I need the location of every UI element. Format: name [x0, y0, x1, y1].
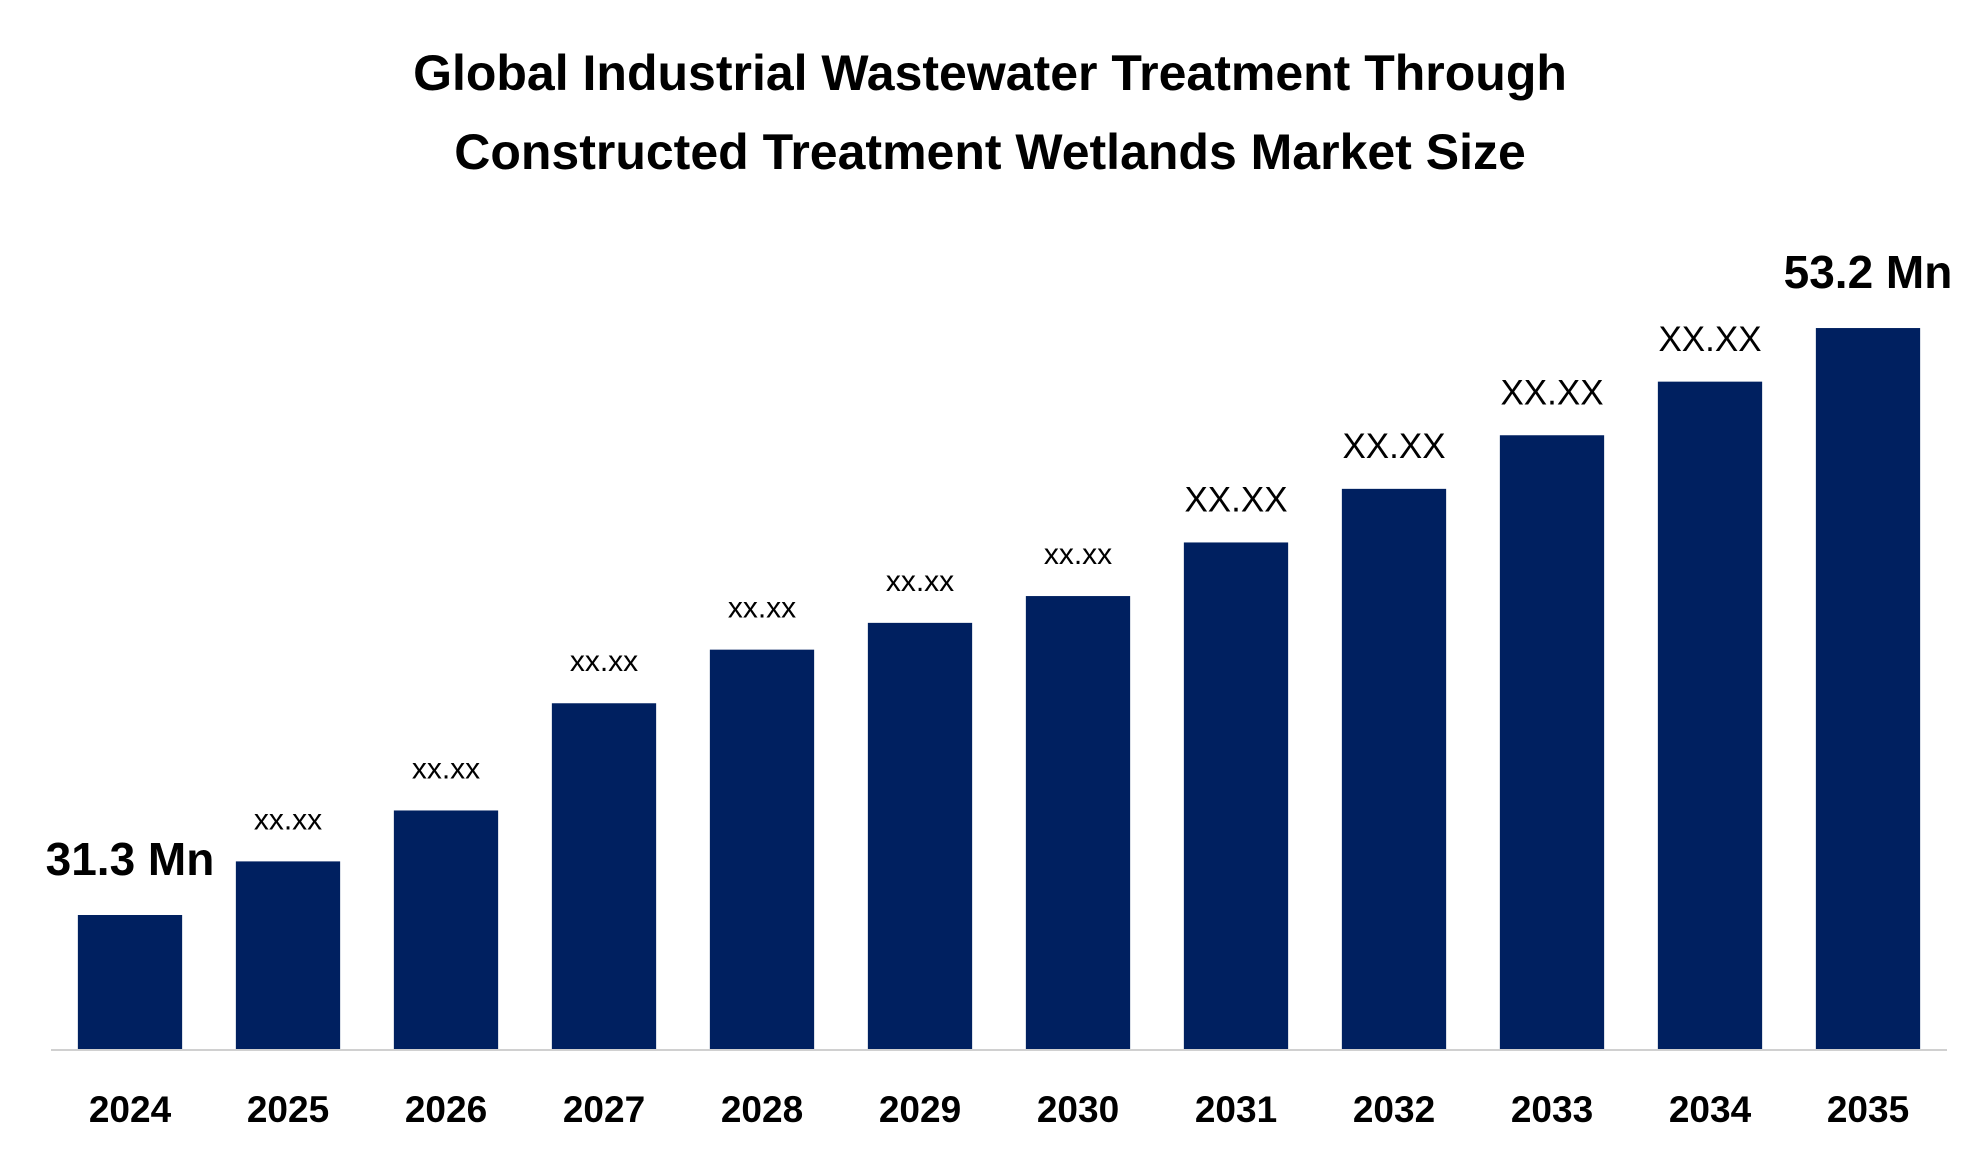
bar	[867, 622, 973, 1049]
x-tick-label: 2029	[879, 1089, 961, 1130]
bar	[393, 810, 499, 1049]
data-label: xx.xx	[886, 565, 954, 598]
data-label: XX.XX	[1658, 320, 1761, 359]
bar	[709, 649, 815, 1049]
bar	[551, 703, 657, 1049]
data-label: 31.3 Mn	[46, 833, 215, 885]
x-tick-label: 2030	[1037, 1089, 1119, 1130]
x-tick-label: 2024	[89, 1089, 172, 1130]
x-tick-label: 2025	[247, 1089, 329, 1130]
bar	[1183, 542, 1289, 1049]
bar	[1499, 435, 1605, 1049]
bar	[1657, 381, 1763, 1049]
data-label: xx.xx	[412, 752, 480, 785]
data-label: XX.XX	[1500, 373, 1603, 412]
data-label: xx.xx	[570, 645, 638, 678]
data-label: xx.xx	[728, 592, 796, 625]
x-tick-label: 2032	[1353, 1089, 1435, 1130]
x-tick-label: 2034	[1669, 1089, 1752, 1130]
data-label: xx.xx	[254, 803, 322, 836]
x-tick-label: 2026	[405, 1089, 487, 1130]
data-label: 53.2 Mn	[1784, 246, 1953, 298]
bar	[1341, 488, 1447, 1050]
chart-title: Global Industrial Wastewater Treatment T…	[413, 45, 1567, 101]
x-tick-label: 2035	[1827, 1089, 1909, 1130]
x-tick-label: 2027	[563, 1089, 645, 1130]
data-label: XX.XX	[1184, 481, 1287, 520]
data-label: xx.xx	[1044, 538, 1112, 571]
data-label: XX.XX	[1342, 427, 1445, 466]
bar	[1025, 596, 1131, 1049]
x-tick-label: 2028	[721, 1089, 803, 1130]
x-tick-label: 2033	[1511, 1089, 1593, 1130]
chart-title: Constructed Treatment Wetlands Market Si…	[454, 124, 1526, 180]
bar	[1815, 328, 1921, 1049]
bar	[77, 914, 183, 1049]
x-tick-label: 2031	[1195, 1089, 1277, 1130]
bar	[235, 861, 341, 1049]
